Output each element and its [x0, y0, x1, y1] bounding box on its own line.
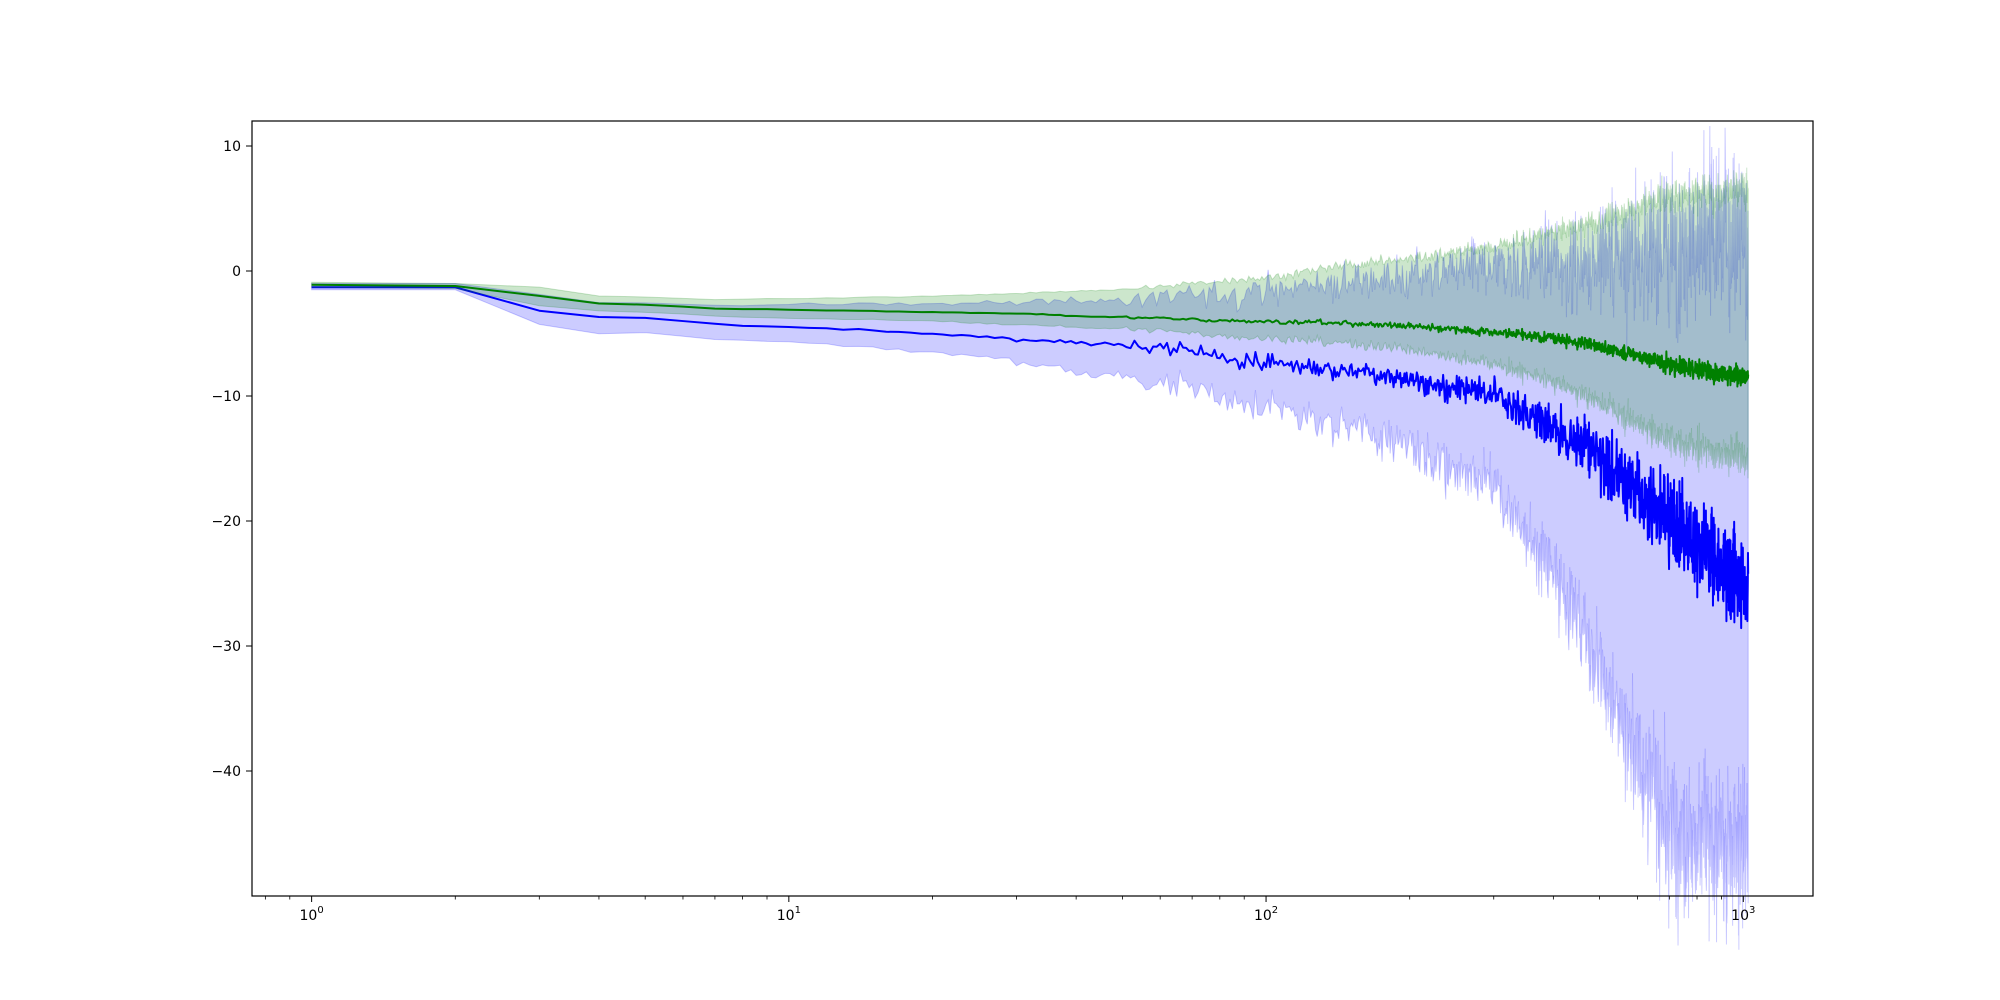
plot-frame [251, 120, 1814, 897]
y-tick-label-3: −20 [211, 514, 241, 530]
x-tick-label-0: 100 [300, 905, 324, 924]
series-1 [311, 167, 1750, 479]
series-1-band [311, 167, 1749, 479]
y-tick-label-1: 0 [232, 264, 241, 280]
series-layer [311, 126, 1750, 950]
y-tick-label-4: −30 [211, 639, 241, 655]
x-tick-label-2: 102 [1254, 905, 1278, 924]
x-tick-label-1: 101 [777, 905, 801, 924]
y-tick-label-2: −10 [211, 389, 241, 405]
series-1-mean-line [311, 283, 1750, 388]
y-tick-label-5: −40 [211, 764, 241, 780]
x-tick-label-3: 103 [1731, 905, 1755, 924]
series-0 [311, 126, 1750, 950]
series-0-band [311, 126, 1749, 950]
y-tick-label-0: 10 [223, 139, 241, 155]
series-0-mean-line [311, 286, 1750, 630]
